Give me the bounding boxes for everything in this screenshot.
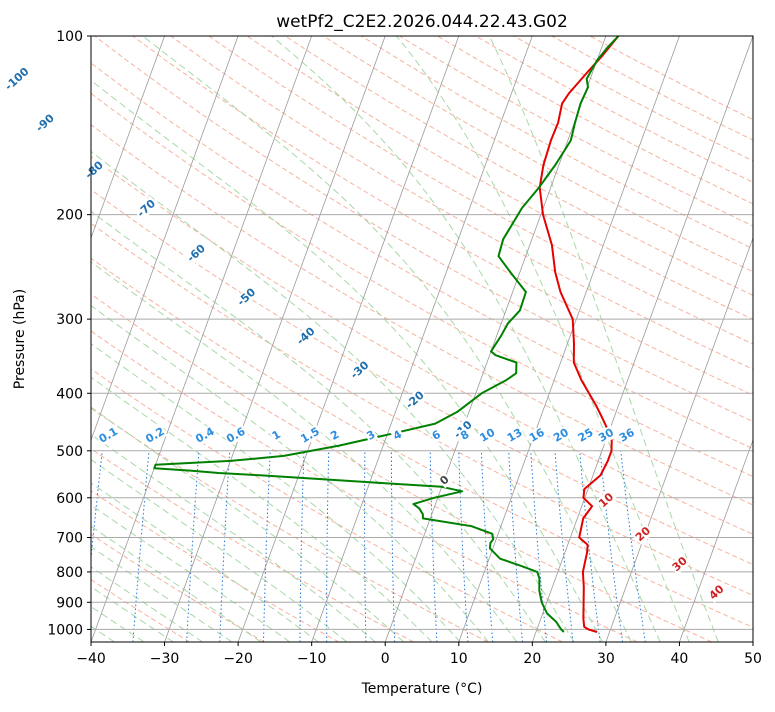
dry-adiabat-line (0, 36, 775, 642)
x-tick-label: −30 (150, 651, 180, 667)
mixing-ratio-line (391, 451, 394, 642)
dry-adiabat-line (0, 36, 190, 642)
moist-adiabat-line (36, 36, 602, 642)
y-tick-label: 400 (56, 386, 83, 402)
moist-adiabat-line (143, 36, 632, 642)
dry-adiabat-line (0, 36, 339, 642)
x-tick-label: 50 (744, 651, 762, 667)
isotherm-line (606, 36, 775, 642)
x-axis-label: Temperature (°C) (361, 681, 483, 697)
temperature-profile-line (540, 36, 619, 632)
dry-adiabat-line (0, 36, 775, 642)
moist-adiabat-line (0, 36, 375, 642)
moist-adiabat-label: -30 (348, 358, 372, 381)
isotherm-line (17, 36, 238, 642)
mixing-ratio-line (83, 451, 102, 642)
moist-adiabat-line (0, 36, 404, 642)
mixing-ratio-label: 30 (596, 426, 616, 445)
mixing-ratio-label: 0.1 (97, 425, 120, 446)
isotherm-line (91, 36, 312, 642)
y-tick-label: 900 (56, 595, 83, 611)
y-tick-label: 100 (56, 29, 83, 45)
moist-adiabat-line (0, 36, 460, 642)
dry-adiabat-line (285, 36, 775, 642)
moist-adiabat-line (0, 36, 488, 642)
isotherm-line (753, 36, 775, 642)
y-tick-label: 200 (56, 208, 83, 224)
grid-lines (0, 36, 775, 642)
dry-adiabat-line (0, 36, 488, 642)
x-tick-label: −40 (76, 651, 106, 667)
isotherm-line (238, 36, 459, 642)
mixing-ratio-line (187, 451, 199, 642)
mixing-ratio-line (133, 451, 149, 642)
dry-adiabat-line (247, 36, 775, 642)
dry-adiabat-line (0, 36, 775, 642)
dry-adiabat-line (552, 36, 775, 642)
dry-adiabat-line (0, 36, 712, 642)
background-lines (0, 36, 775, 642)
moist-adiabat-line (0, 36, 432, 642)
dry-adiabat-label: 20 (633, 524, 653, 544)
y-axis-label: Pressure (hPa) (12, 289, 28, 389)
moist-adiabat-label: -40 (294, 324, 318, 347)
dry-adiabat-line (590, 36, 775, 642)
y-tick-label: 600 (56, 491, 83, 507)
mixing-ratio-line (621, 451, 646, 642)
moist-adiabat-line (397, 36, 690, 642)
dry-adiabat-line (0, 36, 563, 642)
mixing-ratio-line (531, 451, 547, 642)
moist-adiabat-line (0, 36, 545, 642)
line-labels: 010203040-100-90-80-70-60-50-40-30-20-10… (2, 64, 728, 603)
moist-adiabat-line (0, 36, 574, 642)
mixing-ratio-line (264, 451, 271, 642)
mixing-ratio-line (555, 451, 573, 642)
moist-adiabat-line (0, 36, 203, 642)
mixing-ratio-line (600, 451, 623, 642)
dry-adiabat-line (18, 36, 775, 642)
dry-adiabat-label: 10 (596, 490, 616, 510)
isotherm-line (679, 36, 775, 642)
dry-adiabat-line (0, 36, 775, 642)
x-tick-label: −10 (297, 651, 327, 667)
dry-adiabat-label: 40 (707, 582, 727, 602)
mixing-ratio-label: 10 (478, 426, 498, 445)
moist-adiabat-line (272, 36, 661, 642)
y-tick-label: 700 (56, 531, 83, 547)
mixing-ratio-line (220, 451, 230, 642)
dry-adiabat-line (0, 36, 413, 642)
moist-adiabat-label: -60 (185, 242, 209, 265)
moist-adiabat-label: -80 (82, 158, 106, 181)
mixing-ratio-label: 13 (505, 426, 525, 445)
mixing-ratio-line (365, 451, 366, 642)
x-tick-label: 20 (523, 651, 541, 667)
moist-adiabat-label: -50 (235, 285, 259, 308)
y-tick-label: 800 (56, 565, 83, 581)
x-tick-label: 0 (381, 651, 390, 667)
y-tick-label: 1000 (47, 622, 83, 638)
mixing-ratio-line (459, 451, 468, 642)
mixing-ratio-label: 36 (617, 426, 637, 445)
dry-adiabat-line (57, 36, 775, 642)
y-tick-label: 500 (56, 444, 83, 460)
dry-adiabat-label: 30 (670, 554, 690, 574)
dry-adiabat-line (438, 36, 775, 642)
dry-adiabat-line (323, 36, 775, 642)
dry-adiabat-line (0, 36, 775, 642)
x-tick-label: −20 (223, 651, 253, 667)
x-tick-label: 40 (671, 651, 689, 667)
x-tick-label: 30 (597, 651, 615, 667)
y-tick-label: 300 (56, 312, 83, 328)
moist-adiabat-label: -70 (135, 197, 159, 220)
x-tick-label: 10 (450, 651, 468, 667)
mixing-ratio-label: 1.5 (298, 425, 321, 446)
mixing-ratio-label: 16 (527, 426, 547, 445)
mixing-ratio-label: 20 (551, 426, 571, 445)
mixing-ratio-line (300, 451, 304, 642)
chart-title: wetPf2_C2E2.2026.044.22.43.G02 (276, 12, 568, 32)
moist-adiabat-label: -90 (33, 111, 57, 134)
